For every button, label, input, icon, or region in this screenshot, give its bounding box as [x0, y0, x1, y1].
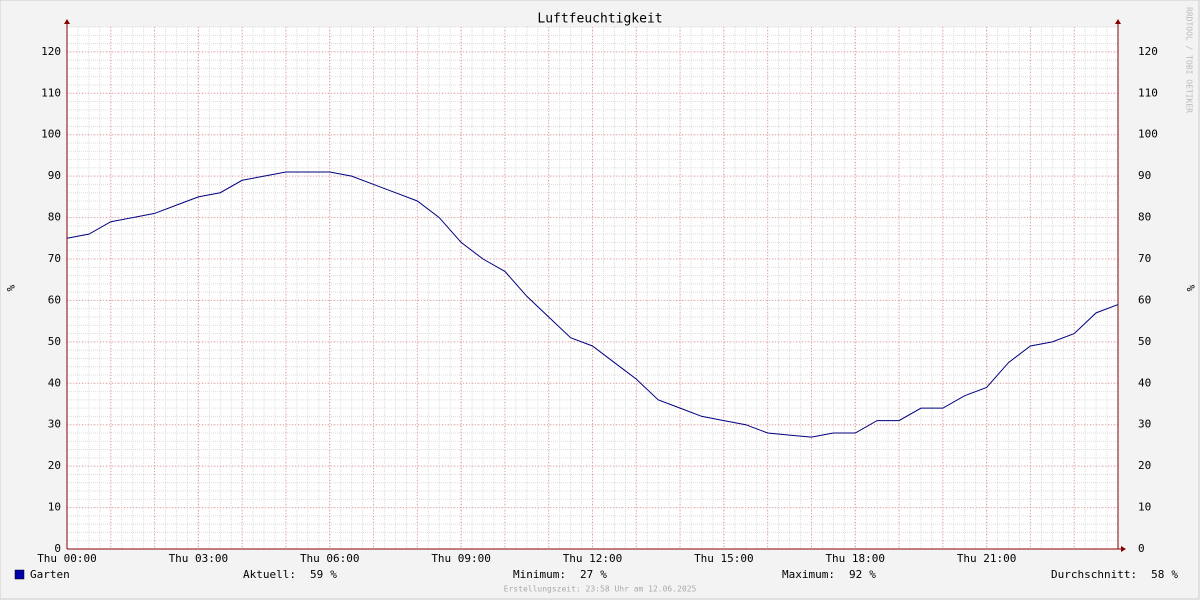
stat-label: Maximum:	[782, 568, 835, 581]
watermark: RRDTOOL / TOBI OETIKER	[1185, 7, 1194, 113]
x-tick-label: Thu 00:00	[37, 552, 97, 565]
x-tick-label: Thu 12:00	[563, 552, 623, 565]
x-tick-label: Thu 18:00	[825, 552, 885, 565]
arrow	[1115, 19, 1121, 24]
footer: Erstellungszeit: 23:58 Uhr am 12.06.2025	[504, 585, 697, 594]
y-tick-label: 0	[54, 542, 61, 555]
y2-tick-label: 60	[1138, 293, 1151, 306]
y-tick-label: 90	[48, 169, 61, 182]
x-tick-label: Thu 21:00	[957, 552, 1017, 565]
y-tick-label: 100	[41, 128, 61, 141]
stat-unit: %	[330, 568, 337, 581]
y-tick-label: 120	[41, 45, 61, 58]
stat-value: 92	[849, 568, 862, 581]
y2-tick-label: 50	[1138, 335, 1151, 348]
stat-label: Minimum:	[513, 568, 566, 581]
y2-tick-label: 120	[1138, 45, 1158, 58]
stat-label: Aktuell:	[243, 568, 296, 581]
stat: Maximum: 92%	[782, 568, 876, 581]
x-tick-label: Thu 09:00	[431, 552, 491, 565]
x-tick-label: Thu 15:00	[694, 552, 754, 565]
stat: Aktuell: 59%	[243, 568, 337, 581]
stat-unit: %	[1171, 568, 1178, 581]
chart-title: Luftfeuchtigkeit	[537, 12, 662, 27]
y-tick-label: 70	[48, 252, 61, 265]
legend-label: Garten	[30, 568, 70, 581]
y2-axis-label: %	[1184, 285, 1197, 292]
y-tick-label: 80	[48, 211, 61, 224]
stat-unit: %	[600, 568, 607, 581]
stat-label: Durchschnitt:	[1051, 568, 1137, 581]
y2-tick-label: 90	[1138, 169, 1151, 182]
stat: Minimum: 27%	[513, 568, 607, 581]
y-tick-label: 40	[48, 376, 61, 389]
y2-tick-label: 10	[1138, 501, 1151, 514]
y2-tick-label: 20	[1138, 459, 1151, 472]
y2-tick-label: 40	[1138, 376, 1151, 389]
legend-swatch	[14, 569, 25, 580]
y-tick-label: 10	[48, 501, 61, 514]
y2-tick-label: 100	[1138, 128, 1158, 141]
y2-tick-label: 0	[1138, 542, 1145, 555]
stat-value: 58	[1151, 568, 1164, 581]
y-tick-label: 20	[48, 459, 61, 472]
y-tick-label: 30	[48, 418, 61, 431]
x-tick-label: Thu 06:00	[300, 552, 360, 565]
stat-value: 59	[310, 568, 323, 581]
y2-tick-label: 80	[1138, 211, 1151, 224]
stat: Durchschnitt: 58%	[1051, 568, 1178, 581]
arrow	[64, 19, 70, 24]
y-axis-label: %	[4, 285, 17, 292]
arrow	[1121, 546, 1126, 552]
stat-value: 27	[580, 568, 593, 581]
y-tick-label: 50	[48, 335, 61, 348]
y2-tick-label: 30	[1138, 418, 1151, 431]
y-tick-label: 110	[41, 86, 61, 99]
y2-tick-label: 110	[1138, 86, 1158, 99]
x-tick-label: Thu 03:00	[169, 552, 229, 565]
line-series	[66, 171, 1119, 438]
y-tick-label: 60	[48, 293, 61, 306]
y2-tick-label: 70	[1138, 252, 1151, 265]
stat-unit: %	[869, 568, 876, 581]
